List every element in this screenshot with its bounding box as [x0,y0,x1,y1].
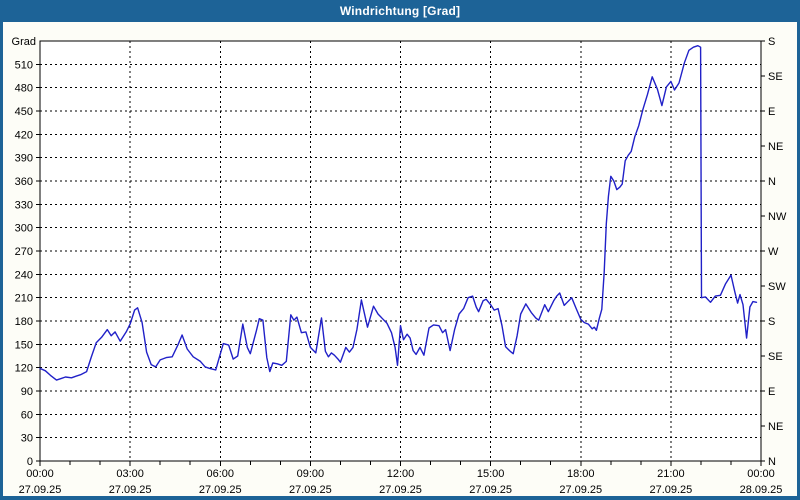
y-right-tick-label: SW [768,281,786,293]
y-right-tick-label: E [768,386,775,398]
y-left-axis-title: Grad [12,36,36,48]
x-time-label: 12:00 [387,468,415,480]
y-left-tick-label: 450 [15,106,33,118]
x-time-label: 03:00 [116,468,144,480]
x-date-label: 27.09.25 [559,484,602,496]
x-date-label: 27.09.25 [19,484,62,496]
y-right-tick-label: S [768,36,775,48]
y-left-tick-label: 90 [21,386,33,398]
y-right-tick-label: NE [768,421,783,433]
wind-direction-chart: 0 30 60 90 120 150 180 210 240 270 300 330 360 390 420… [12,36,787,496]
window-title: Windrichtung [Grad] [339,4,461,18]
y-right-tick-label: W [768,246,779,258]
x-time-label: 21:00 [657,468,685,480]
y-left-tick-label: 180 [15,316,33,328]
x-date-label: 27.09.25 [289,484,332,496]
x-date-label: 27.09.25 [649,484,692,496]
y-right-tick-label: SE [768,71,783,83]
y-left-tick-label: 60 [21,409,33,421]
y-left-tick-label: 0 [27,456,33,468]
x-time-label: 09:00 [297,468,325,480]
wind-direction-line [39,45,758,381]
y-right-tick-label: E [768,106,775,118]
y-left-tick-label: 240 [15,269,33,281]
window-title-bar: Windrichtung [Grad] [0,0,800,22]
x-date-label: 28.09.25 [740,484,783,496]
y-right-tick-label: N [768,456,776,468]
x-time-label: 00:00 [747,468,775,480]
y-left-tick-label: 390 [15,153,33,165]
y-left-tick-label: 360 [15,176,33,188]
chart-area: 0 30 60 90 120 150 180 210 240 270 300 330 360 390 420… [3,22,797,496]
x-time-label: 15:00 [477,468,505,480]
y-left-tick-label: 330 [15,199,33,211]
x-time-label: 06:00 [206,468,234,480]
x-date-label: 27.09.25 [109,484,152,496]
x-date-label: 27.09.25 [469,484,512,496]
x-date-label: 27.09.25 [199,484,242,496]
y-right-tick-label: NW [768,211,787,223]
y-right-tick-label: S [768,316,775,328]
x-time-label: 18:00 [567,468,595,480]
y-left-tick-label: 510 [15,59,33,71]
x-time-label: 00:00 [26,468,54,480]
y-right-tick-label: N [768,176,776,188]
y-left-tick-label: 270 [15,246,33,258]
y-left-tick-label: 300 [15,223,33,235]
y-left-tick-label: 30 [21,433,33,445]
y-left-tick-label: 210 [15,293,33,305]
y-left-tick-label: 420 [15,129,33,141]
y-left-tick-label: 120 [15,363,33,375]
y-left-tick-label: 480 [15,83,33,95]
x-date-label: 27.09.25 [379,484,422,496]
y-right-tick-label: SE [768,351,783,363]
y-right-tick-label: NE [768,141,783,153]
y-left-tick-label: 150 [15,339,33,351]
